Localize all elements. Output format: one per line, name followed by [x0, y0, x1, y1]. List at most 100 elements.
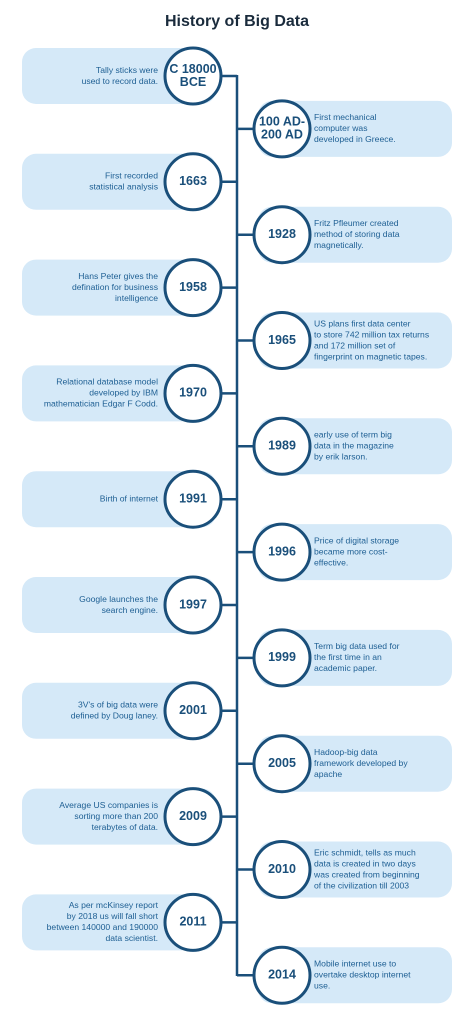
- date-circle: [252, 628, 312, 688]
- event-text: Relational database model: [56, 377, 158, 387]
- event-date: 1970: [179, 386, 207, 400]
- event-text: search engine.: [102, 605, 158, 615]
- event-text: the first time in an: [314, 652, 382, 662]
- event-text: Fritz Pfleumer created: [314, 218, 399, 228]
- event-date: 1958: [179, 280, 207, 294]
- event-text: First mechanical: [314, 112, 377, 122]
- event-date: 1997: [179, 597, 207, 611]
- event-text: sorting more than 200: [74, 811, 158, 821]
- date-circle: [252, 522, 312, 582]
- event-text: between 140000 and 190000: [47, 922, 159, 932]
- event-text: defined by Doug laney.: [71, 711, 158, 721]
- date-circle: [252, 205, 312, 265]
- event-text: Tally sticks were: [96, 65, 158, 75]
- event-date: 1989: [268, 439, 296, 453]
- date-circle: [163, 258, 223, 318]
- date-circle: [163, 46, 223, 106]
- event-text: apache: [314, 769, 342, 779]
- date-circle: [163, 152, 223, 212]
- event-text: Term big data used for: [314, 641, 400, 651]
- event-text: First recorded: [105, 171, 158, 181]
- event-date: 1996: [268, 544, 296, 558]
- date-circle: [163, 681, 223, 741]
- event-text: terabytes of data.: [92, 822, 158, 832]
- event-text: to store 742 million tax returns: [314, 329, 429, 339]
- date-circle: [252, 840, 312, 899]
- date-circle: [252, 416, 312, 476]
- event-text: US plans first data center: [314, 318, 411, 328]
- event-text: use.: [314, 981, 330, 991]
- date-circle: [163, 787, 223, 847]
- event-text: by 2018 us will fall short: [67, 911, 159, 921]
- event-text: As per mcKinsey report: [69, 900, 159, 910]
- event-text: academic paper.: [314, 663, 377, 673]
- event-text: computer was: [314, 123, 368, 133]
- event-text: used to record data.: [82, 76, 158, 86]
- event-text: Mobile internet use to: [314, 959, 396, 969]
- event-text: Eric schmidt, tells as much: [314, 847, 416, 857]
- event-text: framework developed by: [314, 758, 408, 768]
- event-text: 3V's of big data were: [78, 700, 158, 710]
- event-text: method of storing data: [314, 229, 400, 239]
- event-text: was created from beginning: [313, 869, 420, 879]
- event-text: data in the magazine: [314, 441, 394, 451]
- date-circle: [163, 575, 223, 635]
- event-text: Hans Peter gives the: [78, 271, 158, 281]
- event-date: 2011: [179, 915, 206, 929]
- event-text: data scientist.: [105, 933, 158, 943]
- date-circle: [252, 734, 312, 794]
- event-text: Price of digital storage: [314, 535, 399, 545]
- event-text: fingerprint on magnetic tapes.: [314, 351, 427, 361]
- event-date: BCE: [180, 75, 206, 89]
- date-circle: [163, 363, 223, 423]
- title: History of Big Data: [165, 13, 309, 30]
- event-text: Hadoop-big data: [314, 747, 378, 757]
- event-text: mathematician Edgar F Codd.: [44, 399, 158, 409]
- date-circle: [252, 99, 312, 159]
- event-text: overtake desktop internet: [314, 970, 411, 980]
- event-text: by erik larson.: [314, 452, 368, 462]
- event-text: early use of term big: [314, 430, 392, 440]
- event-text: of the civilization till 2003: [314, 880, 409, 890]
- event-date: 100 AD-: [259, 115, 305, 129]
- event-text: intelligence: [115, 293, 158, 303]
- event-date: 1999: [268, 650, 296, 664]
- event-date: 200 AD: [261, 128, 303, 142]
- date-circle: [252, 945, 312, 1005]
- event-date: 2010: [268, 862, 296, 876]
- event-date: 1965: [268, 333, 296, 347]
- event-text: statistical analysis: [89, 182, 158, 192]
- event-text: Google launches the: [79, 594, 158, 604]
- event-date: 2014: [268, 968, 296, 982]
- event-date: 2005: [268, 756, 296, 770]
- event-date: 1928: [268, 227, 296, 241]
- date-circle: [252, 311, 312, 370]
- event-text: Average US companies is: [59, 800, 158, 810]
- event-text: data is created in two days: [314, 858, 416, 868]
- date-circle: [163, 469, 223, 529]
- event-text: developed by IBM: [89, 388, 158, 398]
- event: 1991 Birth of internet: [22, 469, 237, 529]
- event-text: magnetically.: [314, 240, 364, 250]
- event-date: 2001: [179, 703, 207, 717]
- date-circle: [163, 892, 223, 952]
- event-text: developed in Greece.: [314, 134, 396, 144]
- event-text: effective.: [314, 557, 348, 567]
